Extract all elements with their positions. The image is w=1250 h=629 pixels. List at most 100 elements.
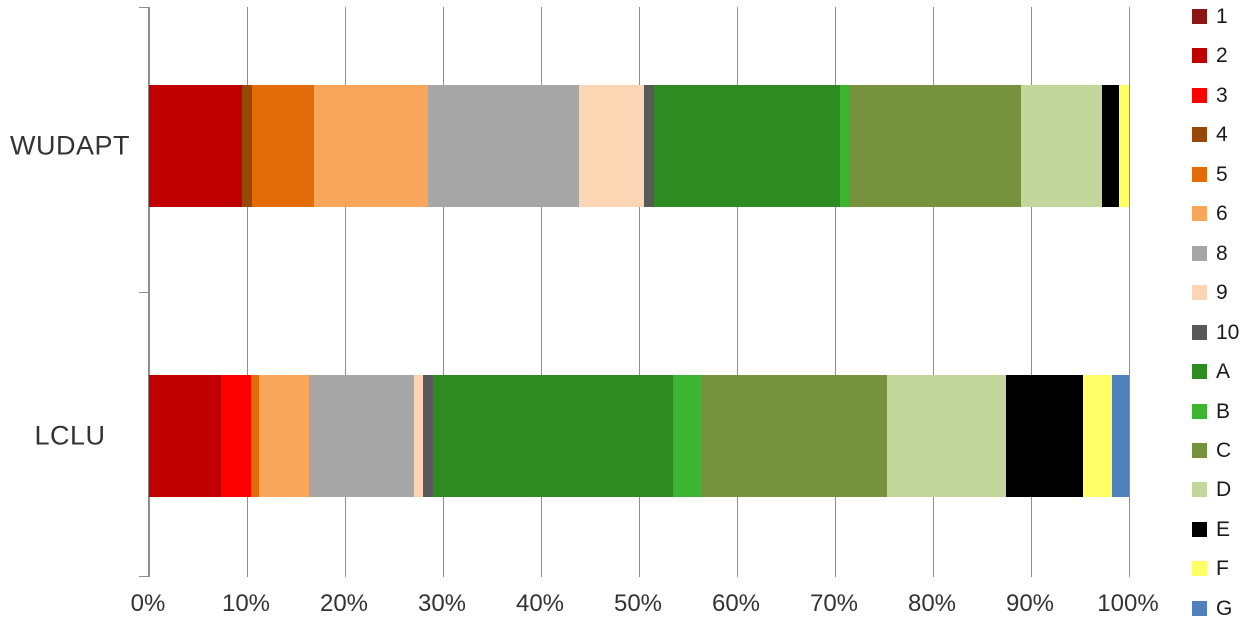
segment-wudapt-a xyxy=(653,85,840,207)
legend-item-6: 6 xyxy=(1192,203,1239,224)
legend-swatch-8 xyxy=(1192,245,1207,261)
legend-label-8: 8 xyxy=(1216,241,1228,265)
segment-lclu-c xyxy=(700,375,887,497)
x-tick-label-60: 60% xyxy=(711,590,761,617)
x-tick-label-40: 40% xyxy=(515,590,565,617)
segment-lclu-e xyxy=(1006,375,1083,497)
legend-label-5: 5 xyxy=(1216,162,1228,186)
segment-lclu-2 xyxy=(149,375,221,497)
legend-item-1: 1 xyxy=(1192,6,1239,27)
legend-item-8: 8 xyxy=(1192,243,1239,264)
legend-swatch-9 xyxy=(1192,285,1207,301)
gridline-0 xyxy=(148,7,150,577)
x-tick-label-90: 90% xyxy=(1005,590,1055,617)
y-axis-category-labels: WUDAPT LCLU xyxy=(0,7,140,577)
legend-swatch-e xyxy=(1192,521,1207,537)
legend-label-a: A xyxy=(1216,360,1231,384)
segment-lclu-a xyxy=(433,375,674,497)
legend-swatch-b xyxy=(1192,403,1207,419)
x-tick-label-50: 50% xyxy=(613,590,663,617)
segment-lclu-10 xyxy=(423,375,434,497)
legend-swatch-f xyxy=(1192,561,1207,577)
segment-wudapt-8 xyxy=(428,85,580,207)
legend-label-2: 2 xyxy=(1216,44,1228,68)
x-axis-tick-labels: 0% 10% 20% 30% 40% 50% 60% 70% 80% 90% 100% xyxy=(131,590,1159,624)
segment-lclu-5 xyxy=(250,375,259,497)
legend-swatch-1 xyxy=(1192,9,1207,24)
segment-lclu-b xyxy=(673,375,701,497)
gridline-80 xyxy=(932,7,934,577)
x-tick-label-30: 30% xyxy=(417,590,467,617)
legend-item-5: 5 xyxy=(1192,164,1239,185)
gridline-10 xyxy=(246,7,248,577)
segment-wudapt-10 xyxy=(643,85,654,207)
segment-wudapt-9 xyxy=(579,85,644,207)
segment-lclu-6 xyxy=(258,375,309,497)
segment-wudapt-b xyxy=(839,85,850,207)
legend-swatch-5 xyxy=(1192,166,1207,182)
category-label-wudapt: WUDAPT xyxy=(10,130,130,161)
legend-item-c: C xyxy=(1192,440,1239,461)
segment-lclu-8 xyxy=(308,375,414,497)
legend-label-9: 9 xyxy=(1216,281,1228,305)
gridline-20 xyxy=(344,7,346,577)
y-axis-tick-1 xyxy=(139,292,149,293)
segment-wudapt-2 xyxy=(149,85,243,207)
legend-label-3: 3 xyxy=(1216,83,1228,107)
legend-label-1: 1 xyxy=(1216,5,1228,28)
legend-item-g: G xyxy=(1192,598,1239,619)
segment-lclu-9 xyxy=(413,375,424,497)
gridline-100 xyxy=(1128,7,1130,577)
plot-area xyxy=(139,7,1130,577)
legend-swatch-g xyxy=(1192,600,1207,616)
segment-lclu-3 xyxy=(220,375,251,497)
legend-item-3: 3 xyxy=(1192,85,1239,106)
segment-wudapt-d xyxy=(1021,85,1103,207)
segment-wudapt-e xyxy=(1102,85,1120,207)
legend-item-e: E xyxy=(1192,519,1239,540)
y-axis-tick-2 xyxy=(139,576,149,577)
legend-swatch-4 xyxy=(1192,127,1207,143)
legend-swatch-2 xyxy=(1192,48,1207,64)
gridline-70 xyxy=(834,7,836,577)
legend-swatch-6 xyxy=(1192,206,1207,222)
segment-wudapt-f xyxy=(1119,85,1129,207)
legend-label-6: 6 xyxy=(1216,202,1228,226)
x-tick-label-0: 0% xyxy=(130,590,166,617)
y-axis-tick-0 xyxy=(139,7,149,8)
x-tick-label-20: 20% xyxy=(319,590,369,617)
gridline-30 xyxy=(442,7,444,577)
gridline-50 xyxy=(638,7,640,577)
category-label-lclu: LCLU xyxy=(34,420,106,451)
legend-item-d: D xyxy=(1192,479,1239,500)
legend-label-g: G xyxy=(1216,596,1233,620)
x-tick-label-100: 100% xyxy=(1097,590,1159,617)
legend-label-e: E xyxy=(1216,517,1231,541)
bar-wudapt xyxy=(149,85,1129,207)
x-tick-label-10: 10% xyxy=(221,590,271,617)
legend-item-f: F xyxy=(1192,558,1239,579)
legend: 1 2 3 4 5 6 8 9 10 A B C D E F G xyxy=(1192,6,1239,619)
legend-item-10: 10 xyxy=(1192,322,1239,343)
segment-lclu-g xyxy=(1112,375,1129,497)
gridline-60 xyxy=(736,7,738,577)
bar-lclu xyxy=(149,375,1129,497)
segment-lclu-f xyxy=(1082,375,1113,497)
legend-swatch-a xyxy=(1192,364,1207,380)
segment-wudapt-5 xyxy=(251,85,314,207)
legend-label-d: D xyxy=(1216,478,1232,502)
x-tick-label-70: 70% xyxy=(809,590,859,617)
segment-wudapt-4 xyxy=(242,85,252,207)
segment-lclu-d xyxy=(886,375,1007,497)
gridline-40 xyxy=(540,7,542,577)
legend-item-a: A xyxy=(1192,361,1239,382)
legend-item-b: B xyxy=(1192,401,1239,422)
legend-item-9: 9 xyxy=(1192,282,1239,303)
legend-swatch-10 xyxy=(1192,324,1207,340)
legend-swatch-d xyxy=(1192,482,1207,498)
legend-swatch-c xyxy=(1192,442,1207,458)
legend-label-b: B xyxy=(1216,399,1231,423)
legend-item-4: 4 xyxy=(1192,124,1239,145)
gridline-90 xyxy=(1030,7,1032,577)
